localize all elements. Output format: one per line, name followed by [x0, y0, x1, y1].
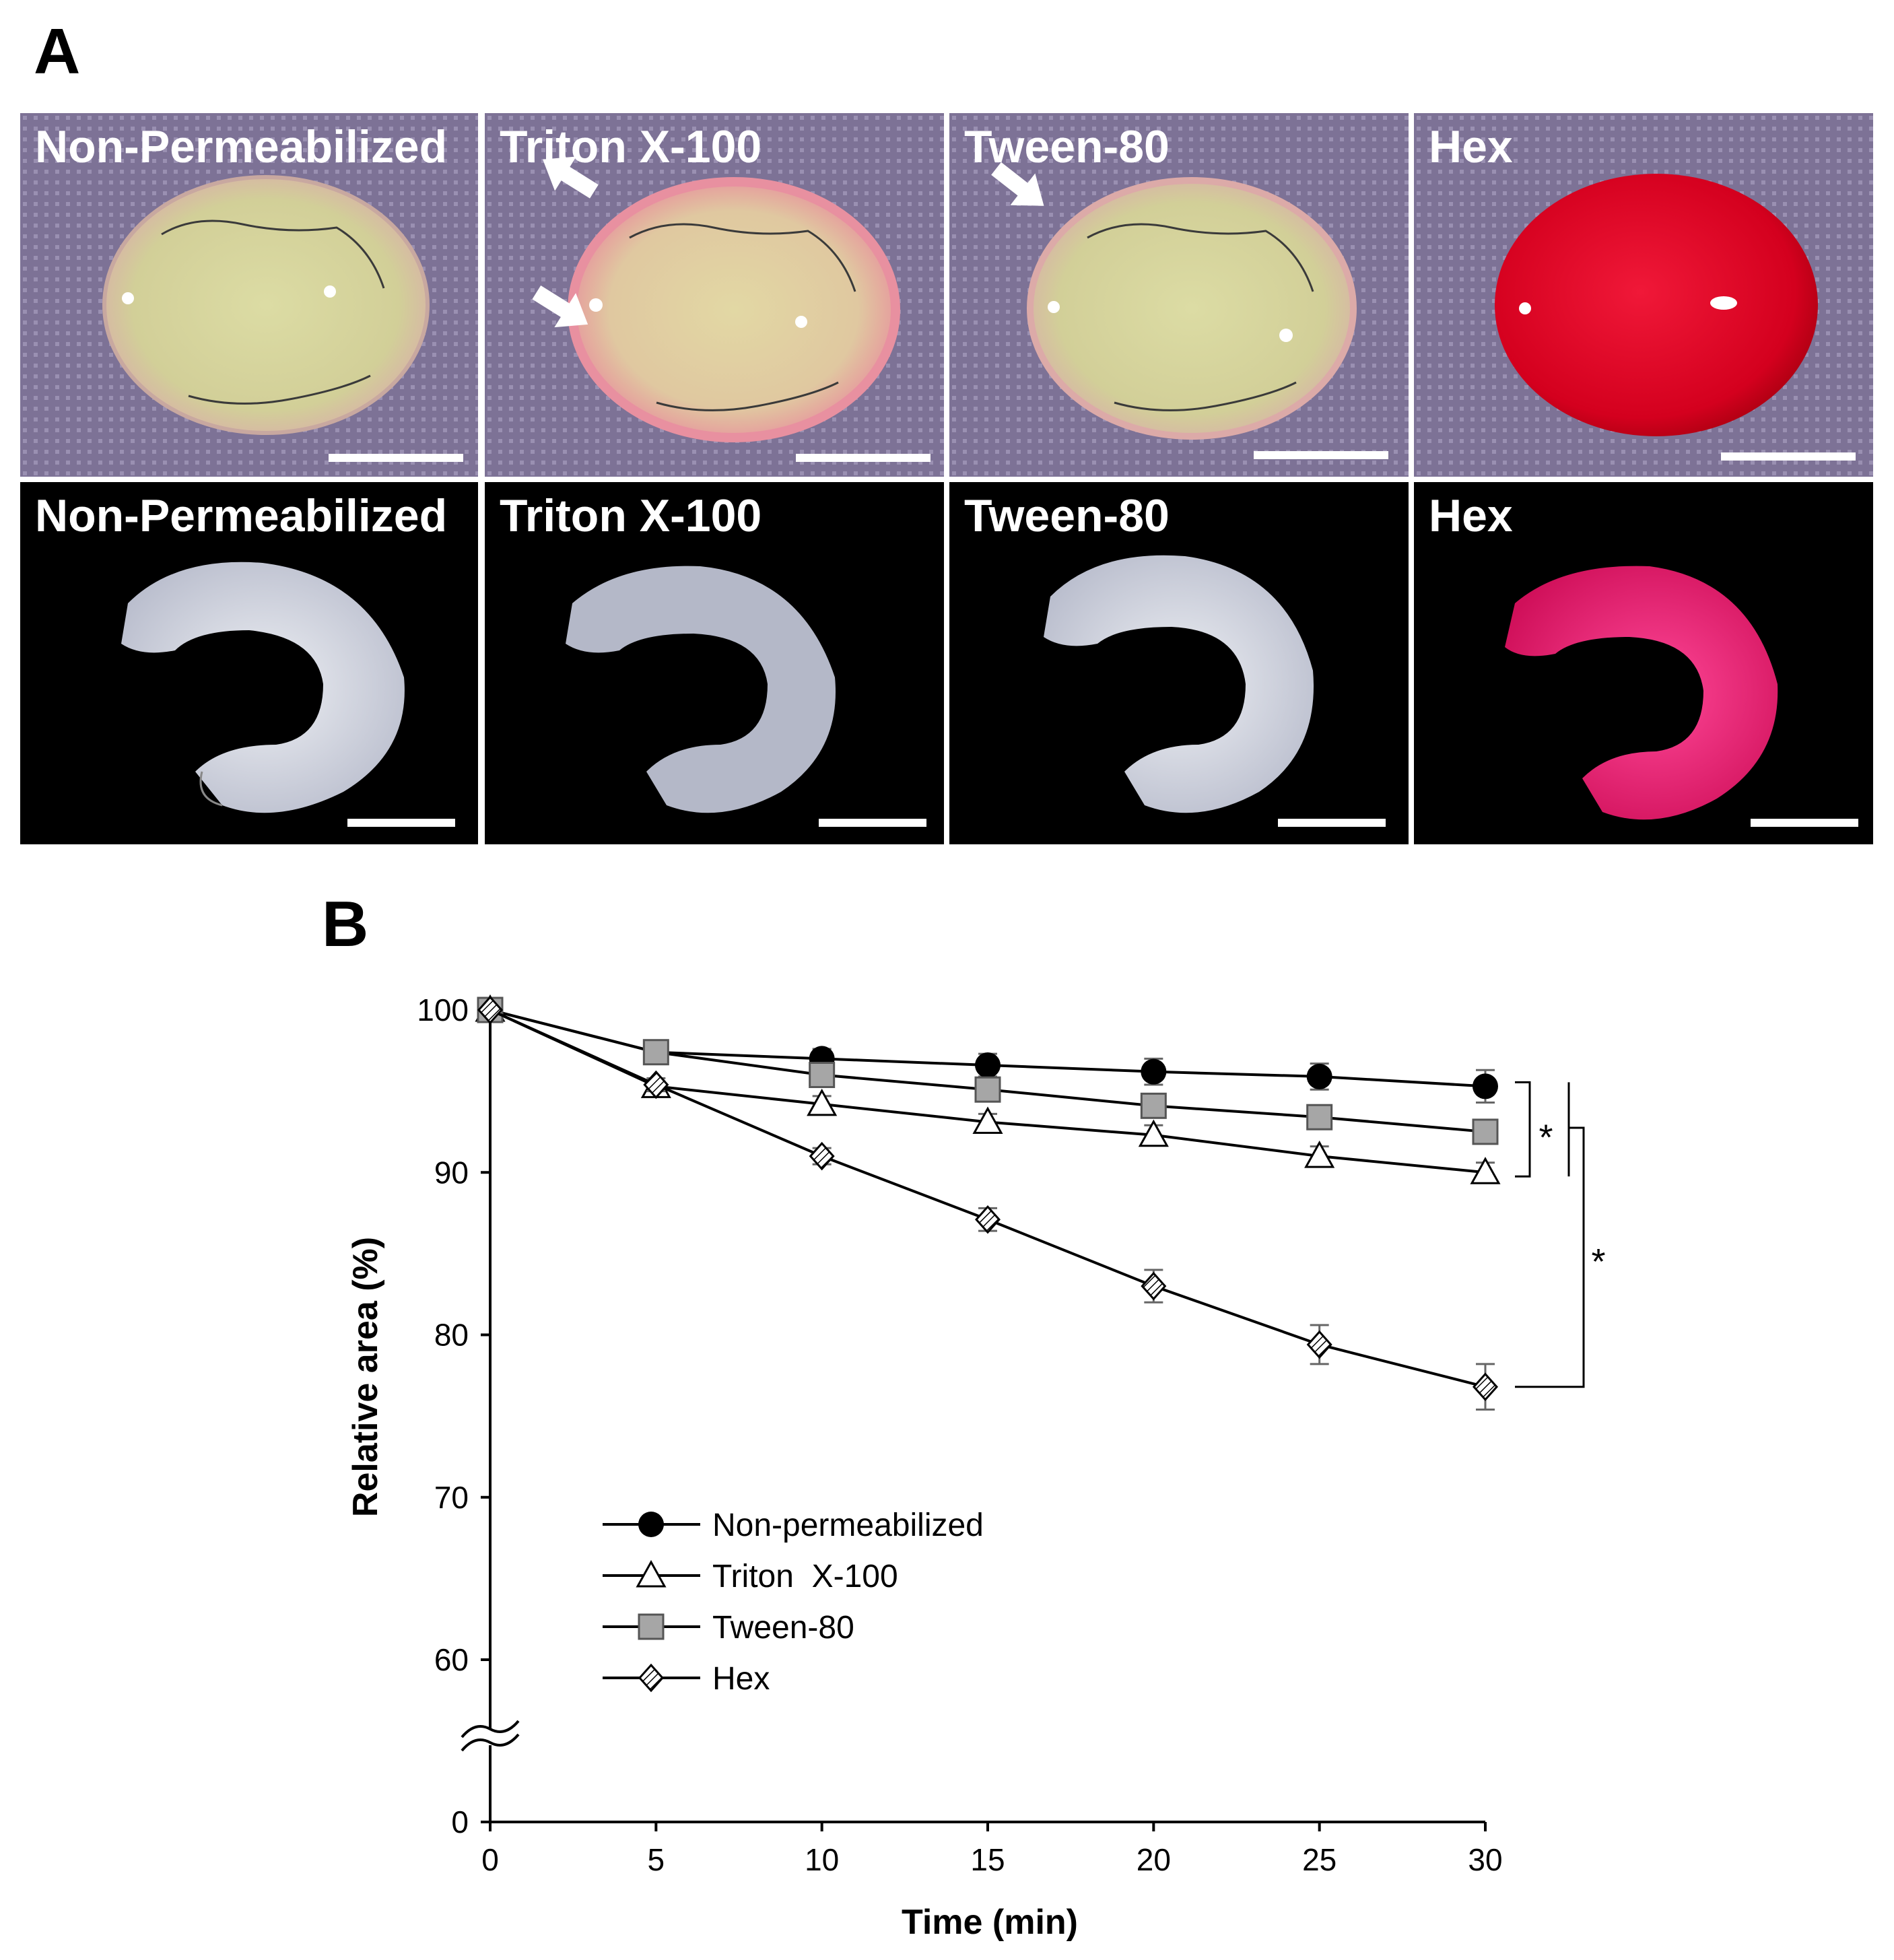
- data-point: [1141, 1271, 1167, 1301]
- photo-label: Hex: [1429, 490, 1513, 541]
- y-tick-label: 90: [434, 1155, 469, 1190]
- data-point: [638, 1512, 664, 1537]
- axis-break-mark: [461, 1720, 520, 1738]
- photo-embryo-hex: Hex: [1414, 482, 1873, 844]
- x-tick-label: 10: [805, 1842, 839, 1877]
- data-point: [1472, 1118, 1499, 1145]
- data-point: [1141, 1058, 1167, 1085]
- arrow-icon: [543, 156, 599, 199]
- data-point: [1140, 1092, 1167, 1119]
- data-point: [809, 1141, 835, 1171]
- x-axis-label: Time (min): [902, 1903, 1078, 1942]
- photo-embryo-triton: Triton X-100: [485, 482, 944, 844]
- bracket: [1515, 1126, 1585, 1388]
- data-point: [1306, 1330, 1332, 1359]
- legend-label: Non-permeabilized: [712, 1508, 984, 1543]
- data-point: [974, 1076, 1001, 1103]
- legend-label: Triton X-100: [712, 1559, 898, 1594]
- photo-egg-tween: Tween-80: [949, 113, 1409, 477]
- data-point: [642, 1039, 669, 1066]
- data-point: [974, 1205, 1001, 1234]
- data-point: [1306, 1063, 1332, 1089]
- scale-bar: [329, 454, 463, 462]
- egg-image: [949, 113, 1409, 477]
- arrow-icon: [532, 285, 588, 328]
- data-point: [643, 1070, 669, 1100]
- significance-star: *: [1538, 1117, 1553, 1157]
- photo-label: Non-Permeabilized: [35, 490, 448, 541]
- photo-label: Triton X-100: [500, 121, 762, 172]
- chart-series: [475, 994, 1501, 1411]
- scale-bar: [796, 454, 931, 462]
- scale-bar: [347, 819, 455, 827]
- chart-legend: Non-permeabilized Triton X-100 Tween-80 Hex: [603, 1508, 984, 1697]
- y-tick-label: 100: [417, 992, 469, 1027]
- photo-label: Tween-80: [964, 490, 1170, 541]
- chart-axes: 0 60 70 80 90 100 0 5 10 15 20 25 30: [417, 992, 1502, 1877]
- bracket: [1515, 1081, 1531, 1178]
- panel-a-letter: A: [34, 15, 81, 88]
- scale-bar: [1721, 452, 1856, 461]
- photo-label: Hex: [1429, 121, 1513, 172]
- y-tick-label: 60: [434, 1642, 469, 1677]
- y-tick-label: 70: [434, 1480, 469, 1515]
- significance-star: *: [1591, 1242, 1605, 1282]
- data-point: [1304, 1141, 1335, 1168]
- egg-image: [1414, 113, 1873, 477]
- photo-embryo-non-permeabilized: Non-Permeabilized: [20, 482, 478, 844]
- photo-egg-hex: Hex: [1414, 113, 1873, 477]
- axis-break-mark: [461, 1733, 520, 1752]
- arrow-icon: [991, 162, 1044, 206]
- x-tick-label: 15: [970, 1842, 1005, 1877]
- data-point: [636, 1559, 667, 1588]
- data-point: [638, 1613, 665, 1640]
- legend-label: Tween-80: [712, 1610, 854, 1646]
- y-axis-label: Relative area (%): [346, 1237, 385, 1517]
- x-tick-label: 30: [1468, 1842, 1502, 1877]
- photo-label: Triton X-100: [500, 490, 762, 541]
- panel-b-letter: B: [322, 888, 369, 960]
- photo-egg-triton: Triton X-100: [485, 113, 944, 477]
- x-tick-label: 25: [1302, 1842, 1337, 1877]
- significance-brackets: **: [1515, 1081, 1606, 1388]
- data-point: [1138, 1119, 1169, 1147]
- data-point: [809, 1062, 836, 1088]
- data-point: [807, 1088, 838, 1116]
- x-tick-label: 20: [1137, 1842, 1171, 1877]
- embryo-image: [1044, 555, 1314, 813]
- y-tick-label: 0: [451, 1804, 469, 1839]
- embryo-image: [566, 566, 836, 813]
- data-point: [1472, 1372, 1499, 1401]
- data-point: [1306, 1104, 1333, 1130]
- y-tick-label: 80: [434, 1318, 469, 1353]
- data-point: [1470, 1157, 1501, 1184]
- scale-bar: [1254, 451, 1388, 459]
- embryo-image: [1505, 566, 1778, 820]
- scale-bar: [1751, 819, 1858, 827]
- scale-bar: [1278, 819, 1386, 827]
- embryo-image: [121, 562, 405, 813]
- egg-image: [20, 113, 478, 477]
- photo-egg-non-permeabilized: Non-Permeabilized: [20, 113, 478, 477]
- photo-embryo-tween: Tween-80: [949, 482, 1409, 844]
- data-point: [975, 1052, 1001, 1079]
- photo-label: Non-Permeabilized: [35, 121, 448, 172]
- data-point: [1473, 1073, 1498, 1100]
- series-hex: [477, 995, 1499, 1411]
- series-tween-80: [477, 996, 1499, 1145]
- data-point: [972, 1106, 1003, 1134]
- data-point: [477, 995, 504, 1025]
- x-tick-label: 5: [648, 1842, 665, 1877]
- photo-label: Tween-80: [964, 121, 1170, 172]
- legend-label: Hex: [712, 1661, 770, 1697]
- egg-image: [485, 113, 944, 477]
- data-point: [638, 1663, 665, 1693]
- x-tick-label: 0: [481, 1842, 499, 1877]
- scale-bar: [819, 819, 926, 827]
